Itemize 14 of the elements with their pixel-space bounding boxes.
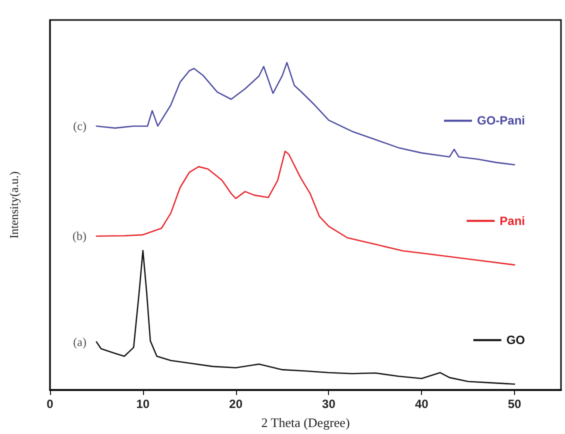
annotation: (c) (73, 119, 86, 134)
annotation: (b) (72, 229, 86, 244)
y-axis-title: Intensity(a.u.) (7, 171, 21, 239)
x-tick-label: 40 (414, 397, 429, 411)
x-tick-label: 0 (46, 397, 54, 411)
annotation: (a) (73, 334, 86, 349)
x-axis-title: 2 Theta (Degree) (261, 415, 350, 430)
x-tick-label: 30 (322, 397, 336, 411)
x-tick-label: 10 (136, 397, 150, 411)
x-tick-label: 50 (508, 397, 522, 411)
legend-label: GO (506, 333, 526, 348)
x-tick-label: 20 (229, 397, 243, 411)
legend-label: Pani (500, 214, 525, 228)
legend-label: GO-Pani (476, 114, 526, 128)
